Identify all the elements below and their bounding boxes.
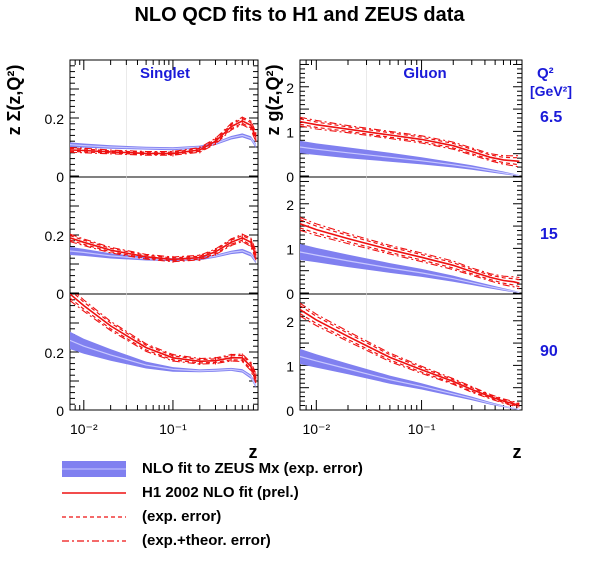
series-h1 <box>300 116 520 168</box>
y-tick-label: 0.2 <box>45 111 65 127</box>
legend-label: H1 2002 NLO fit (prel.) <box>142 484 299 501</box>
series-h1 <box>70 233 257 263</box>
h1-central-line <box>300 308 520 407</box>
series-zeus <box>300 140 520 176</box>
y-tick-label: 1 <box>286 124 294 140</box>
series-zeus <box>70 331 257 388</box>
zeus-error-band <box>300 348 520 410</box>
y-tick-label: 0.2 <box>45 345 65 361</box>
y-tick-label: 0.2 <box>45 228 65 244</box>
h1-theor-error-lower <box>300 125 520 168</box>
panel-title-gluon: Gluon <box>403 65 446 82</box>
h1-exp-error-lower <box>70 122 257 156</box>
h1-central-line <box>300 120 520 163</box>
h1-exp-error-lower <box>70 239 257 262</box>
x-tick-label: 10⁻² <box>302 421 330 437</box>
q2-value-label: 6.5 <box>540 109 562 126</box>
h1-theor-error-lower <box>300 229 520 290</box>
zeus-central-line <box>300 251 520 293</box>
y-tick-label: 1 <box>286 241 294 257</box>
series-h1 <box>300 302 520 409</box>
h1-theor-error-lower <box>70 240 257 263</box>
zeus-error-band <box>70 331 256 388</box>
series-h1 <box>70 294 257 383</box>
x-axis-label: z <box>249 442 258 462</box>
y-tick-label: 0 <box>286 286 294 302</box>
h1-theor-error-upper <box>70 233 257 258</box>
h1-exp-error-lower <box>300 123 520 166</box>
legend-symbol-band <box>62 461 126 477</box>
y-tick-label: 1 <box>286 358 294 374</box>
y-tick-label: 0 <box>56 286 64 302</box>
y-tick-label: 2 <box>286 80 294 96</box>
h1-theor-error-upper <box>300 302 520 404</box>
zeus-central-line <box>300 146 520 176</box>
x-tick-label: 10⁻¹ <box>408 421 436 437</box>
h1-exp-error-upper <box>300 118 520 159</box>
q2-value-label: 15 <box>540 226 558 243</box>
legend-symbol-solid <box>62 492 126 494</box>
h1-central-line <box>300 223 520 284</box>
zeus-central-line <box>70 339 257 386</box>
y-tick-label: 0 <box>286 403 294 419</box>
h1-exp-error-upper <box>70 234 257 259</box>
series-zeus <box>70 133 257 151</box>
y-tick-label: 0 <box>56 403 64 419</box>
panel-title-singlet: Singlet <box>140 65 190 82</box>
h1-exp-error-lower <box>300 313 520 408</box>
y-tick-label: 0 <box>286 169 294 185</box>
zeus-central-line <box>300 355 520 410</box>
h1-theor-error-upper <box>300 116 520 157</box>
legend-symbol-dashed <box>62 516 126 518</box>
y-axis-label-gluon: z g(z,Q²) <box>263 65 283 136</box>
legend-label: (exp.+theor. error) <box>142 532 271 549</box>
y-tick-label: 2 <box>286 314 294 330</box>
series-zeus <box>300 348 520 410</box>
h1-theor-error-lower <box>300 315 520 409</box>
y-tick-label: 0 <box>56 169 64 185</box>
zeus-error-band <box>300 140 520 176</box>
zeus-error-band <box>70 133 256 151</box>
series-zeus <box>300 243 520 293</box>
q2-value-label: 90 <box>540 343 558 360</box>
x-tick-label: 10⁻² <box>70 421 98 437</box>
legend-label: NLO fit to ZEUS Mx (exp. error) <box>142 460 363 477</box>
h1-exp-error-upper <box>70 117 257 153</box>
legend-label: (exp. error) <box>142 508 222 525</box>
h1-exp-error-upper <box>73 294 257 376</box>
y-axis-label-singlet: z Σ(z,Q²) <box>4 65 24 136</box>
legend-symbol-dashdot <box>62 540 126 542</box>
q2-unit: [GeV²] <box>530 83 572 99</box>
h1-theor-error-upper <box>300 216 520 279</box>
series-h1 <box>300 216 520 290</box>
x-tick-label: 10⁻¹ <box>159 421 187 437</box>
q2-header: Q² <box>537 65 554 82</box>
x-axis-label: z <box>513 442 522 462</box>
y-tick-label: 2 <box>286 197 294 213</box>
h1-exp-error-upper <box>300 305 520 405</box>
chart-title: NLO QCD fits to H1 and ZEUS data <box>134 4 465 26</box>
series-h1 <box>70 116 257 157</box>
